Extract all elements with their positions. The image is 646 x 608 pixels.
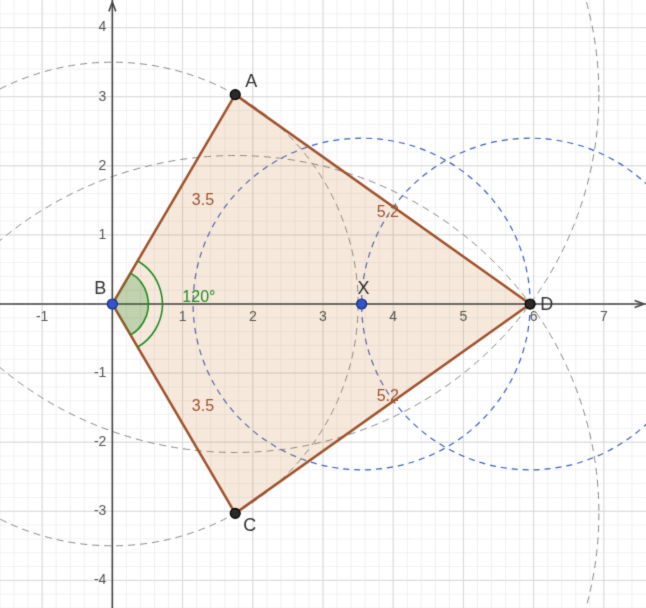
geometry-plot <box>0 0 646 608</box>
